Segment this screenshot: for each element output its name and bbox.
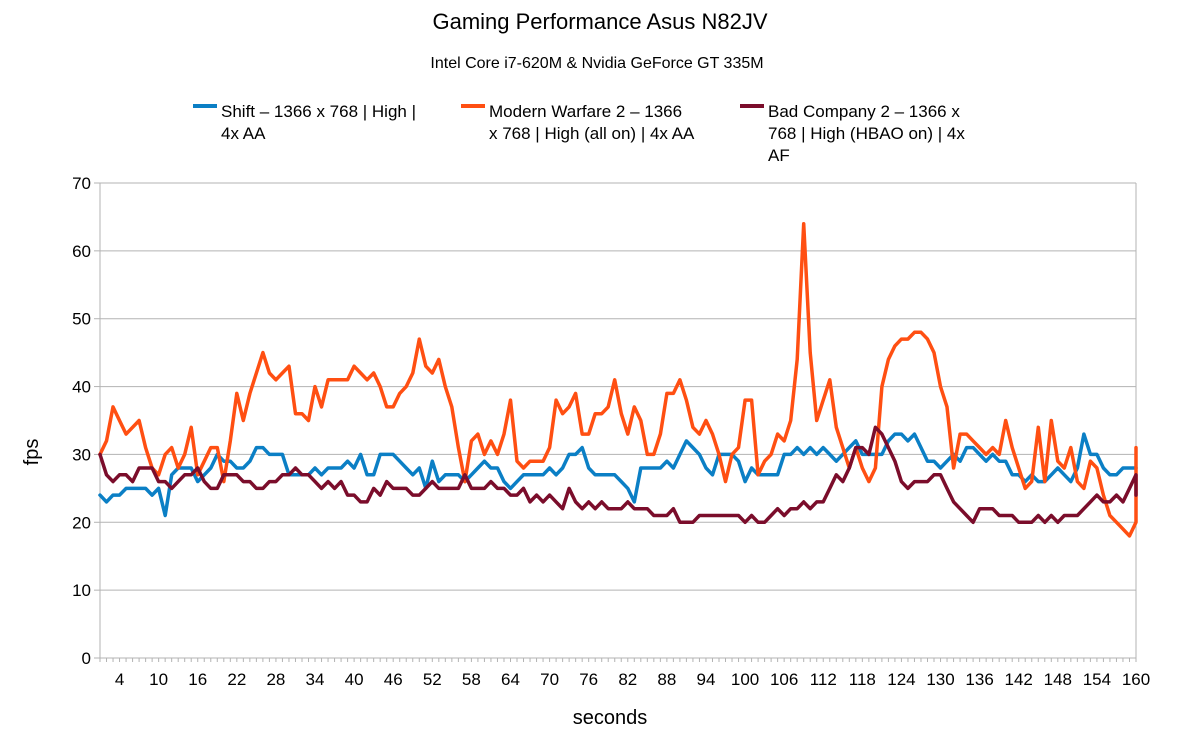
x-tick-label: 136	[965, 670, 993, 689]
chart-subtitle: Intel Core i7-620M & Nvidia GeForce GT 3…	[430, 55, 763, 72]
x-tick-label: 130	[926, 670, 954, 689]
x-tick-label: 64	[501, 670, 520, 689]
legend-label-2: Modern Warfare 2 – 1366 x 768 | High (all…	[489, 102, 695, 143]
y-tick-label: 0	[82, 649, 91, 668]
series-lines	[98, 221, 1138, 538]
x-tick-label: 76	[579, 670, 598, 689]
axes	[99, 183, 1137, 662]
x-tick-label: 10	[149, 670, 168, 689]
x-axis-label: seconds	[573, 707, 648, 729]
y-tick-label: 70	[72, 174, 91, 193]
legend-label-line: 4x AA	[221, 124, 266, 143]
legend-label-line: x 768 | High (all on) | 4x AA	[489, 124, 695, 143]
x-tick-label: 148	[1044, 670, 1072, 689]
legend: Shift – 1366 x 768 | High | 4x AA Modern W…	[193, 102, 965, 165]
y-tick-labels: 0 10 20 30 40 50 60 70	[72, 174, 91, 668]
x-tick-label: 22	[227, 670, 246, 689]
x-tick-label: 52	[423, 670, 442, 689]
x-tick-label: 124	[887, 670, 915, 689]
y-tick-label: 30	[72, 445, 91, 464]
x-tick-label: 88	[657, 670, 676, 689]
y-axis-label: fps	[21, 439, 43, 466]
x-tick-label: 154	[1083, 670, 1111, 689]
legend-label-line: 768 | High (HBAO on) | 4x	[768, 124, 965, 143]
x-tick-label: 58	[462, 670, 481, 689]
x-tick-label: 100	[731, 670, 759, 689]
y-tick-label: 50	[72, 310, 91, 329]
x-tick-labels: 4 10 16 22 28 34 40 46 52 58 64 70 76 82 88 94 100 106 112…	[115, 670, 1150, 689]
series-line-1	[98, 432, 1138, 518]
gridlines	[94, 182, 1136, 659]
series-line-2	[98, 221, 1138, 538]
y-tick-label: 20	[72, 513, 91, 532]
x-tick-label: 28	[266, 670, 285, 689]
x-tick-label: 94	[697, 670, 716, 689]
legend-label-line: AF	[768, 146, 790, 165]
x-tick-label: 16	[188, 670, 207, 689]
x-tick-label: 4	[115, 670, 124, 689]
x-tick-label: 160	[1122, 670, 1150, 689]
x-tick-label: 40	[345, 670, 364, 689]
legend-label-line: Shift – 1366 x 768 | High |	[221, 102, 416, 121]
series-line-3	[98, 425, 1138, 525]
x-tick-label: 82	[618, 670, 637, 689]
y-tick-label: 40	[72, 378, 91, 397]
y-tick-label: 60	[72, 242, 91, 261]
x-tick-label: 46	[384, 670, 403, 689]
legend-label-line: Modern Warfare 2 – 1366	[489, 102, 682, 121]
y-tick-label: 10	[72, 581, 91, 600]
x-tick-label: 142	[1005, 670, 1033, 689]
x-tick-label: 70	[540, 670, 559, 689]
x-tick-label: 34	[306, 670, 325, 689]
x-tick-label: 106	[770, 670, 798, 689]
legend-label-3: Bad Company 2 – 1366 x 768 | High (HBAO o…	[768, 102, 965, 165]
x-tick-label: 118	[849, 670, 876, 689]
x-tick-label: 112	[810, 670, 837, 689]
legend-label-1: Shift – 1366 x 768 | High | 4x AA	[221, 102, 416, 143]
chart-title: Gaming Performance Asus N82JV	[432, 9, 767, 34]
legend-label-line: Bad Company 2 – 1366 x	[768, 102, 960, 121]
